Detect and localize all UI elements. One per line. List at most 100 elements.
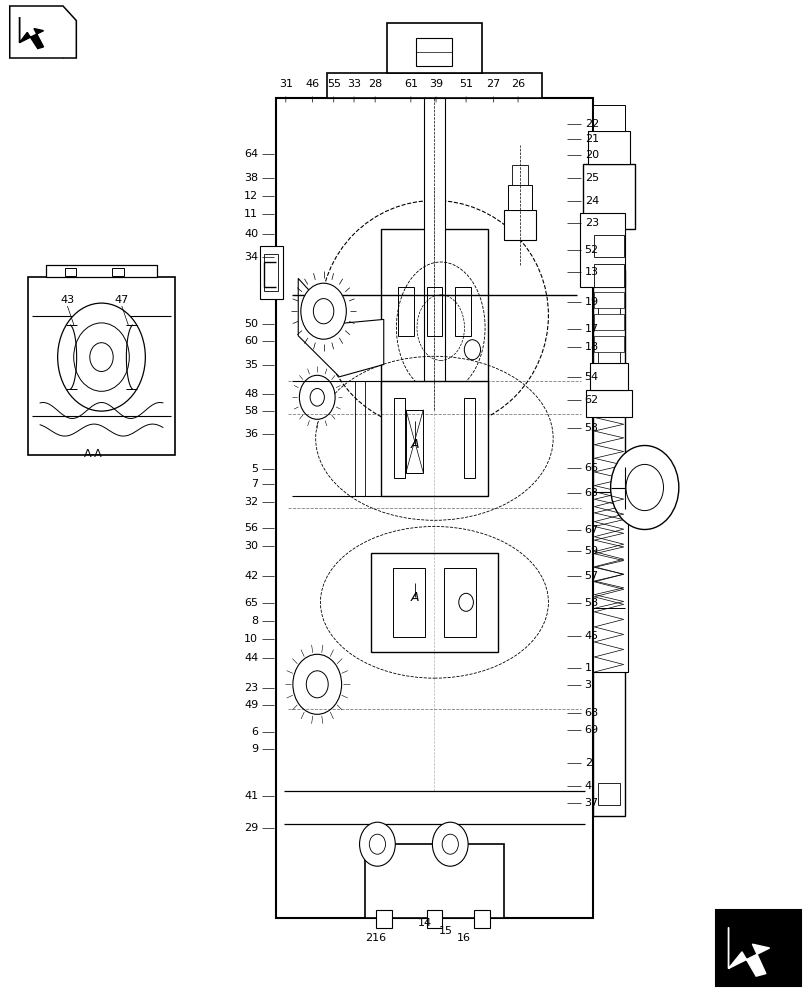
Text: 1: 1 <box>584 663 591 673</box>
Text: 35: 35 <box>244 360 258 370</box>
Circle shape <box>464 340 480 360</box>
Text: 67: 67 <box>584 525 598 535</box>
Bar <box>594 235 623 257</box>
Text: 28: 28 <box>367 79 382 89</box>
Polygon shape <box>298 278 384 377</box>
Bar <box>503 210 535 240</box>
Bar <box>449 844 466 902</box>
Bar <box>326 73 542 98</box>
Text: 30: 30 <box>244 541 258 551</box>
Bar <box>427 844 444 902</box>
Text: 64: 64 <box>244 149 258 159</box>
Bar <box>597 341 620 363</box>
Text: 15: 15 <box>438 926 453 936</box>
Polygon shape <box>19 17 44 49</box>
Bar <box>264 254 277 291</box>
Bar <box>586 390 631 417</box>
Text: 46: 46 <box>305 79 320 89</box>
Bar <box>260 246 282 299</box>
Polygon shape <box>10 6 76 58</box>
Text: 63: 63 <box>584 488 598 498</box>
Text: 37: 37 <box>584 798 598 808</box>
Text: 50: 50 <box>244 319 258 329</box>
Text: 44: 44 <box>243 653 258 663</box>
Bar <box>582 164 634 229</box>
Text: 13: 13 <box>584 267 598 277</box>
Text: 5: 5 <box>251 464 258 474</box>
Text: 23: 23 <box>584 218 598 228</box>
Circle shape <box>301 283 346 339</box>
Bar <box>397 287 414 336</box>
Text: 3: 3 <box>584 680 591 690</box>
Text: 17: 17 <box>584 324 598 334</box>
Bar <box>592 270 624 816</box>
Text: 22: 22 <box>584 119 599 129</box>
Text: 33: 33 <box>346 79 361 89</box>
Text: 65: 65 <box>244 598 258 608</box>
Text: 69: 69 <box>584 725 598 735</box>
Text: 24: 24 <box>584 196 599 206</box>
Text: 16: 16 <box>456 933 470 943</box>
Circle shape <box>74 323 129 391</box>
Bar <box>406 844 421 902</box>
Bar <box>423 98 444 410</box>
Text: 31: 31 <box>278 79 293 89</box>
Bar <box>65 268 76 276</box>
Bar <box>507 185 531 210</box>
Text: 40: 40 <box>244 229 258 239</box>
Bar <box>594 264 623 287</box>
Text: 19: 19 <box>584 297 598 307</box>
Circle shape <box>293 654 341 714</box>
Text: 56: 56 <box>244 523 258 533</box>
Bar <box>593 105 624 131</box>
Circle shape <box>441 834 457 854</box>
Text: 49: 49 <box>243 700 258 710</box>
Bar <box>592 492 628 672</box>
Text: 58: 58 <box>244 406 258 416</box>
Bar <box>587 131 629 164</box>
Text: 55: 55 <box>326 79 341 89</box>
Text: 25: 25 <box>584 173 598 183</box>
Bar <box>594 292 623 308</box>
Circle shape <box>306 671 328 698</box>
Text: 39: 39 <box>428 79 443 89</box>
Text: 4: 4 <box>584 781 591 791</box>
Bar <box>28 277 174 455</box>
Text: 14: 14 <box>417 918 431 928</box>
Text: 12: 12 <box>244 191 258 201</box>
Text: 42: 42 <box>243 571 258 581</box>
Bar <box>454 287 470 336</box>
Circle shape <box>625 464 663 511</box>
Text: 27: 27 <box>486 79 500 89</box>
Bar <box>426 910 442 928</box>
Bar <box>387 23 482 73</box>
Circle shape <box>610 446 678 530</box>
Circle shape <box>58 303 145 411</box>
Text: 54: 54 <box>584 372 598 382</box>
Bar <box>416 38 452 66</box>
Text: 52: 52 <box>584 245 598 255</box>
Text: 58: 58 <box>584 598 598 608</box>
Bar <box>371 553 497 652</box>
Text: 216: 216 <box>365 933 386 943</box>
Bar <box>364 844 504 918</box>
Circle shape <box>431 822 467 866</box>
Bar <box>589 363 628 390</box>
Polygon shape <box>727 928 769 976</box>
Circle shape <box>369 834 385 854</box>
Text: 26: 26 <box>510 79 525 89</box>
Bar <box>474 910 489 928</box>
Text: 61: 61 <box>403 79 418 89</box>
Text: 38: 38 <box>244 173 258 183</box>
Bar <box>715 910 800 986</box>
Circle shape <box>458 593 473 611</box>
Text: 62: 62 <box>584 395 598 405</box>
Text: 9: 9 <box>251 744 258 754</box>
Bar <box>594 336 623 352</box>
Text: 34: 34 <box>244 252 258 262</box>
Bar <box>597 297 620 319</box>
Text: 21: 21 <box>584 134 598 144</box>
Bar <box>375 910 391 928</box>
Text: 59: 59 <box>584 546 598 556</box>
Bar <box>511 165 527 185</box>
